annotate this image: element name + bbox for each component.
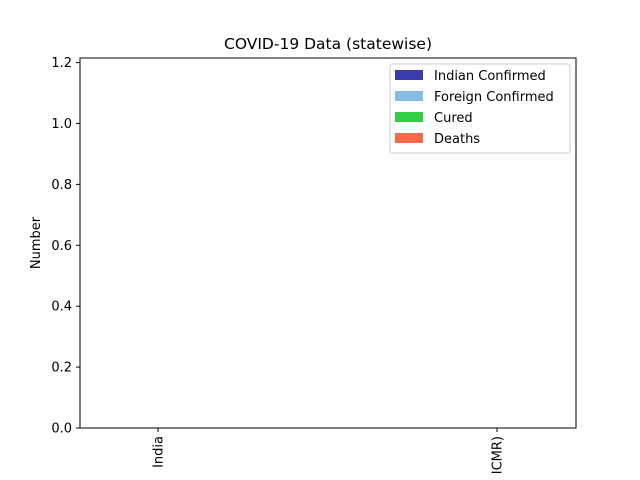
y-axis-label: Number bbox=[29, 216, 44, 269]
y-axis: 0.0 0.2 0.4 0.6 0.8 1.0 1.2 bbox=[51, 56, 80, 437]
y-tick-label: 0.0 bbox=[51, 422, 72, 437]
y-tick-label: 0.4 bbox=[51, 300, 72, 315]
legend-swatch bbox=[395, 112, 423, 122]
y-tick-label: 1.0 bbox=[51, 117, 72, 132]
chart-title: COVID-19 Data (statewise) bbox=[224, 35, 432, 53]
x-axis: India ICMR) bbox=[152, 428, 506, 474]
y-tick-label: 1.2 bbox=[51, 56, 72, 71]
legend-label: Indian Confirmed bbox=[434, 69, 546, 84]
legend-label: Deaths bbox=[434, 132, 480, 147]
legend-label: Cured bbox=[434, 111, 473, 126]
y-tick-label: 0.6 bbox=[51, 239, 72, 254]
legend-swatch bbox=[395, 133, 423, 143]
legend-swatch bbox=[395, 91, 423, 101]
legend-frame bbox=[389, 63, 571, 154]
legend-swatch bbox=[395, 70, 423, 80]
x-tick-label: ICMR) bbox=[491, 436, 506, 474]
legend: Indian Confirmed Foreign Confirmed Cured De… bbox=[389, 63, 571, 154]
y-tick-label: 0.2 bbox=[51, 361, 72, 376]
x-tick-label: India bbox=[152, 436, 167, 468]
legend-label: Foreign Confirmed bbox=[434, 90, 554, 105]
y-tick-label: 0.8 bbox=[51, 178, 72, 193]
